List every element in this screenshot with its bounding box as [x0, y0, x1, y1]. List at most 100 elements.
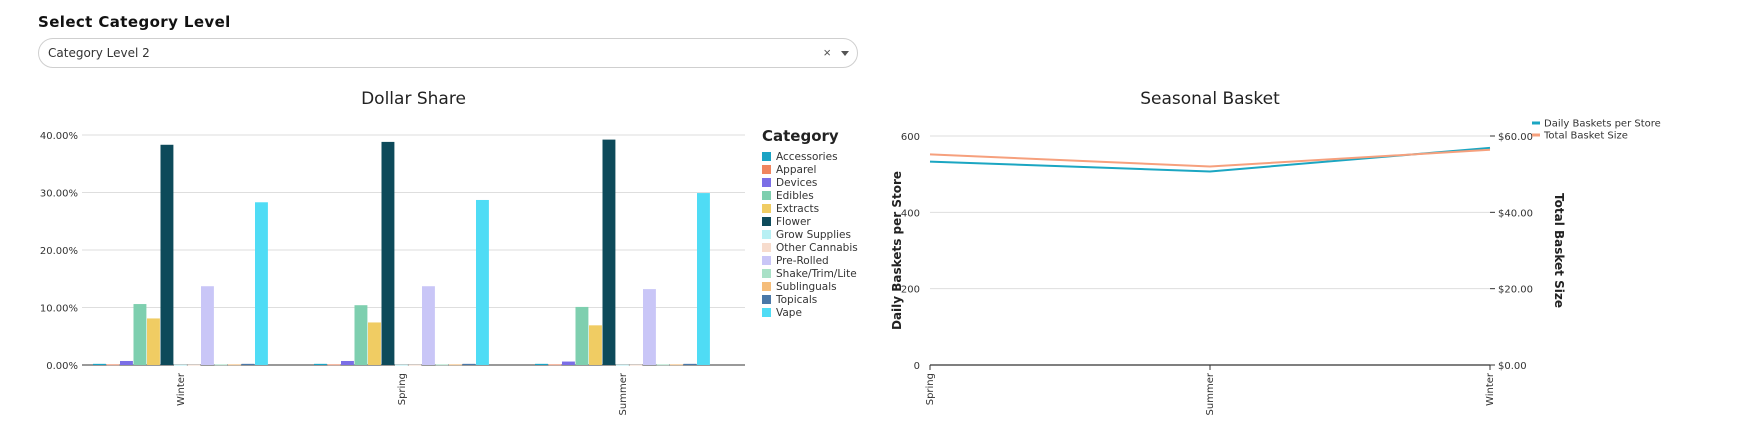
bar [314, 363, 327, 365]
legend-swatch [762, 165, 771, 174]
bar [462, 363, 476, 365]
legend-swatch [762, 269, 771, 278]
legend-swatch [762, 256, 771, 265]
y-tick-label: 40.00% [40, 131, 78, 142]
legend-swatch [762, 178, 771, 187]
y2-tick-label: $20.00 [1498, 285, 1533, 296]
legend-label: Total Basket Size [1543, 131, 1628, 142]
x-tick-label: Summer [1205, 372, 1216, 415]
legend-label: Flower [776, 216, 811, 228]
y-tick-label: 200 [901, 285, 920, 296]
legend-label: Shake/Trim/Lite [776, 268, 857, 280]
bar [341, 360, 354, 365]
bar [629, 364, 643, 366]
bar [562, 361, 575, 365]
y2-axis-title: Total Basket Size [1552, 193, 1566, 308]
x-tick-label: Spring [397, 373, 408, 405]
bar [548, 364, 562, 366]
legend-swatch [762, 282, 771, 291]
seasonal-basket-chart: Seasonal Basket 0 200 400 600 $0.00 $20.00 $40.… [890, 89, 1661, 415]
y-axis-title: Daily Baskets per Store [890, 171, 904, 330]
legend-swatch [762, 204, 771, 213]
bar [670, 364, 683, 366]
bar [201, 286, 214, 365]
bar [422, 286, 435, 365]
bar [106, 364, 120, 366]
y2-tick-label: $40.00 [1498, 208, 1533, 219]
legend-label: Edibles [776, 190, 814, 202]
bar [408, 364, 422, 366]
legend-label: Extracts [776, 203, 819, 215]
bar [535, 363, 548, 365]
legend-label: Accessories [776, 151, 838, 163]
y2-tick-label: $60.00 [1498, 132, 1533, 143]
legend-swatch [762, 230, 771, 239]
legend-label: Topicals [775, 294, 817, 306]
y2-tick-label: $0.00 [1498, 361, 1527, 372]
bar [187, 364, 201, 366]
bar [160, 144, 174, 365]
series-line [929, 146, 1491, 173]
bar [697, 193, 710, 365]
bar [575, 306, 589, 365]
dollar-share-chart: Dollar Share 0.00% 10.00% 20.00% 30.00% 40.00… [40, 89, 858, 415]
bar [93, 363, 106, 365]
bar [120, 360, 133, 365]
legend-title: Category [762, 127, 839, 145]
y-tick-label: 400 [901, 208, 920, 219]
bar [147, 318, 160, 365]
bar [327, 364, 341, 366]
bar [174, 364, 187, 366]
series-line [929, 148, 1491, 168]
chart-title: Seasonal Basket [1140, 89, 1280, 109]
chevron-down-icon[interactable] [841, 51, 849, 56]
bar [133, 304, 147, 365]
dropdown-selected-value: Category Level 2 [48, 46, 150, 60]
legend-swatch [762, 295, 771, 304]
legend-swatch [762, 243, 771, 252]
x-tick-label: Spring [925, 373, 936, 405]
legend-swatch [762, 217, 771, 226]
bar [395, 364, 408, 366]
chart-title: Dollar Share [361, 89, 466, 109]
legend-label: Daily Baskets per Store [1544, 119, 1661, 130]
legend-label: Devices [776, 177, 817, 189]
bar [228, 364, 241, 366]
bar [602, 139, 616, 365]
y-tick-label: 10.00% [40, 304, 78, 315]
bar [589, 325, 602, 365]
bar [241, 363, 255, 365]
y-tick-label: 0 [914, 361, 920, 372]
legend-swatch [762, 308, 771, 317]
legend-label: Other Cannabis [776, 242, 858, 254]
bar [656, 364, 670, 366]
legend-label: Vape [776, 307, 802, 319]
legend-label: Apparel [776, 164, 816, 176]
bar [255, 202, 268, 365]
bar [368, 322, 381, 365]
bar [354, 305, 368, 365]
x-tick-label: Winter [1485, 372, 1496, 406]
bar [476, 199, 489, 365]
bar [435, 364, 449, 366]
bar [214, 364, 228, 366]
legend-label: Pre-Rolled [776, 255, 829, 267]
category-level-dropdown[interactable]: Category Level 2 × [38, 38, 858, 68]
category-level-label: Select Category Level [38, 13, 231, 31]
x-tick-label: Summer [618, 372, 629, 415]
bar [683, 363, 697, 365]
y-tick-label: 600 [901, 132, 920, 143]
bar [449, 364, 462, 366]
clear-icon[interactable]: × [823, 45, 831, 60]
bar [643, 289, 656, 365]
bar [616, 364, 629, 366]
y-tick-label: 0.00% [46, 361, 78, 372]
legend-swatch [762, 152, 771, 161]
x-tick-label: Winter [176, 372, 187, 406]
legend-label: Sublinguals [776, 281, 837, 293]
legend-label: Grow Supplies [776, 229, 851, 241]
legend-swatch [762, 191, 771, 200]
bar [381, 141, 395, 365]
y-tick-label: 20.00% [40, 246, 78, 257]
y-tick-label: 30.00% [40, 189, 78, 200]
